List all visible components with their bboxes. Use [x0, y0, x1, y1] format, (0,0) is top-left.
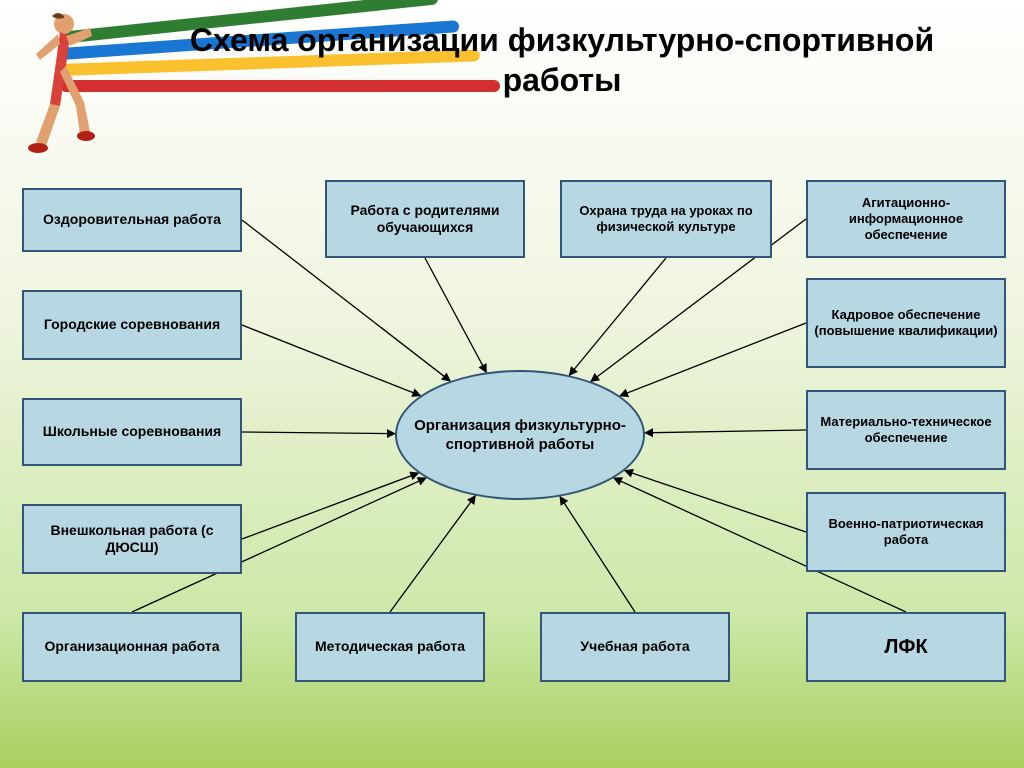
connector-line [560, 497, 635, 612]
diagram-box: Материально-техническое обеспечение [806, 390, 1006, 470]
connector-line [625, 471, 806, 532]
diagram-box: Кадровое обеспечение (повышение квалифик… [806, 278, 1006, 368]
diagram-box: Внешкольная работа (с ДЮСШ) [22, 504, 242, 574]
connector-line [242, 325, 421, 396]
diagram-box: ЛФК [806, 612, 1006, 682]
connector-line [242, 432, 395, 434]
diagram-box: Охрана труда на уроках по физической кул… [560, 180, 772, 258]
diagram-box: Агитационно-информационное обеспечение [806, 180, 1006, 258]
connector-line [620, 323, 806, 396]
center-node: Организация физкультурно-спортивной рабо… [395, 370, 645, 500]
diagram-box: Городские соревнования [22, 290, 242, 360]
diagram-box: Работа с родителями обучающихся [325, 180, 525, 258]
connector-line [569, 258, 666, 375]
diagram-box: Военно-патриотическая работа [806, 492, 1006, 572]
connector-line [242, 473, 419, 539]
connector-line [390, 496, 475, 612]
diagram-box: Учебная работа [540, 612, 730, 682]
diagram-box: Методическая работа [295, 612, 485, 682]
diagram-area: Организация физкультурно-спортивной рабо… [0, 180, 1024, 760]
connector-line [425, 258, 486, 372]
connector-line [645, 430, 806, 433]
runner-icon [6, 6, 106, 176]
diagram-box: Школьные соревнования [22, 398, 242, 466]
diagram-box: Оздоровительная работа [22, 188, 242, 252]
slide-title: Схема организации физкультурно-спортивно… [140, 20, 984, 100]
diagram-box: Организационная работа [22, 612, 242, 682]
